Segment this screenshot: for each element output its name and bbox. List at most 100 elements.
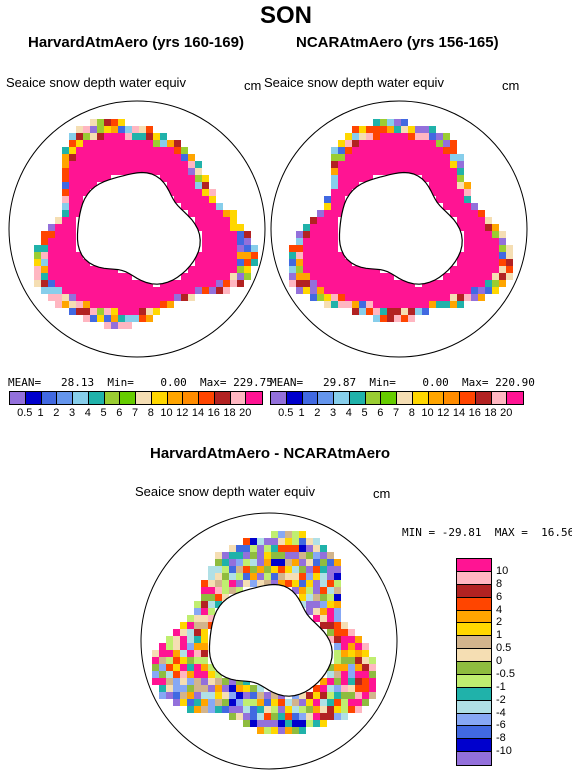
panel-2-subtitle: Seaice snow depth water equiv [264, 75, 444, 90]
colorbar-swatch [457, 584, 491, 598]
colorbar-tick-label: 6 [496, 590, 503, 603]
colorbar-swatch [10, 392, 26, 404]
colorbar-swatch [167, 392, 184, 404]
colorbar-tick-label: 4 [496, 603, 503, 616]
colorbar-swatch [57, 392, 73, 404]
colorbar-tick-label: 5 [100, 407, 107, 419]
colorbar-tick-label: 3 [68, 407, 76, 419]
colorbar-swatch [457, 636, 491, 650]
map-border [8, 100, 266, 358]
antarctica-coastline [338, 171, 463, 285]
colorbar-tick-label: 7 [131, 407, 139, 419]
colorbar-swatch [88, 392, 105, 404]
panel-2-title: NCARAtmAero (yrs 156-165) [296, 34, 499, 51]
colorbar-tick-label: 10 [421, 407, 434, 419]
panel-2-colorbar [270, 391, 524, 405]
colorbar-tick-label: 18 [223, 407, 236, 419]
colorbar-swatch [397, 392, 413, 404]
colorbar-swatch [457, 597, 491, 611]
colorbar-tick-label: 0.5 [496, 642, 512, 655]
colorbar-tick-label: 8 [496, 577, 503, 590]
diff-title: HarvardAtmAero - NCARAtmAero [150, 445, 391, 462]
colorbar-swatch [428, 392, 445, 404]
colorbar-swatch [457, 571, 491, 585]
colorbar-swatch [460, 392, 476, 404]
colorbar-tick-label: 12 [176, 407, 189, 419]
colorbar-swatch [365, 392, 382, 404]
colorbar-swatch [318, 392, 334, 404]
colorbar-swatch [151, 392, 168, 404]
panel-2-units: cm [502, 78, 520, 93]
colorbar-swatch [475, 392, 492, 404]
antarctica-coastline [208, 583, 333, 697]
diff-stats: MIN = -29.81 MAX = 16.56 [402, 526, 572, 539]
colorbar-swatch [381, 392, 397, 404]
panel-1-title: HarvardAtmAero (yrs 160-169) [28, 34, 244, 51]
colorbar-tick-label: 0 [496, 655, 503, 667]
colorbar-tick-label: -4 [496, 706, 506, 719]
panel-2-colorbar-labels: 0.5 1 2 3 4 5 6 7 8 10 12 14 16 18 20 [270, 407, 522, 421]
colorbar-swatch [457, 674, 491, 688]
colorbar-swatch [457, 687, 491, 701]
colorbar-swatch [457, 649, 491, 662]
colorbar-tick-label: -0.5 [496, 667, 515, 680]
colorbar-swatch [457, 559, 491, 572]
colorbar-tick-label: 12 [437, 407, 450, 419]
colorbar-tick-label: 2 [496, 616, 503, 629]
colorbar-tick-label: 7 [392, 407, 400, 419]
colorbar-swatch [457, 726, 491, 740]
colorbar-swatch [349, 392, 366, 404]
panel-1-map [8, 100, 266, 358]
antarctica-coastline [76, 171, 201, 285]
colorbar-swatch [457, 739, 491, 753]
colorbar-tick-label: 6 [116, 407, 123, 419]
colorbar-swatch [491, 392, 508, 404]
colorbar-tick-label: 1 [37, 407, 44, 419]
diff-map [140, 512, 398, 770]
colorbar-tick-label: 10 [496, 564, 509, 577]
panel-1-subtitle: Seaice snow depth water equiv [6, 75, 186, 90]
colorbar-tick-label: 16 [207, 407, 220, 419]
diff-colorbar [456, 558, 492, 766]
colorbar-swatch [136, 392, 152, 404]
colorbar-swatch [246, 392, 262, 404]
colorbar-swatch [286, 392, 303, 404]
colorbar-swatch [457, 623, 491, 637]
colorbar-tick-label: 14 [452, 407, 466, 419]
colorbar-tick-label: 8 [147, 407, 154, 419]
colorbar-tick-label: 4 [84, 407, 91, 419]
colorbar-swatch [412, 392, 429, 404]
colorbar-tick-label: 8 [408, 407, 415, 419]
panel-1-stats: MEAN= 28.13 Min= 0.00 Max= 229.75 [8, 376, 273, 389]
colorbar-tick-label: 5 [361, 407, 368, 419]
colorbar-tick-label: 20 [239, 407, 252, 419]
colorbar-swatch [444, 392, 460, 404]
colorbar-swatch [457, 713, 491, 727]
colorbar-swatch [120, 392, 136, 404]
panel-1-colorbar-labels: 0.5 1 2 3 4 5 6 7 8 10 12 14 16 18 20 [9, 407, 261, 421]
diff-units: cm [373, 486, 391, 501]
panel-2-stats: MEAN= 29.87 Min= 0.00 Max= 220.90 [270, 376, 535, 389]
colorbar-swatch [334, 392, 350, 404]
colorbar-swatch [199, 392, 215, 404]
colorbar-tick-label: 14 [191, 407, 205, 419]
map-border [140, 512, 398, 770]
colorbar-swatch [271, 392, 287, 404]
map-border [270, 100, 528, 358]
colorbar-tick-label: -1 [496, 680, 506, 693]
colorbar-tick-label: -8 [496, 732, 506, 745]
panel-1-colorbar [9, 391, 263, 405]
colorbar-swatch [507, 392, 523, 404]
colorbar-swatch [214, 392, 231, 404]
colorbar-tick-label: 4 [345, 407, 352, 419]
colorbar-swatch [457, 662, 491, 675]
diff-subtitle: Seaice snow depth water equiv [135, 484, 315, 499]
colorbar-tick-label: 2 [314, 407, 321, 419]
colorbar-swatch [104, 392, 121, 404]
colorbar-swatch [457, 610, 491, 624]
colorbar-tick-label: 3 [329, 407, 337, 419]
colorbar-tick-label: 16 [468, 407, 481, 419]
colorbar-tick-label: 0.5 [17, 407, 33, 419]
colorbar-swatch [457, 752, 491, 765]
figure-title: SON [259, 2, 312, 29]
